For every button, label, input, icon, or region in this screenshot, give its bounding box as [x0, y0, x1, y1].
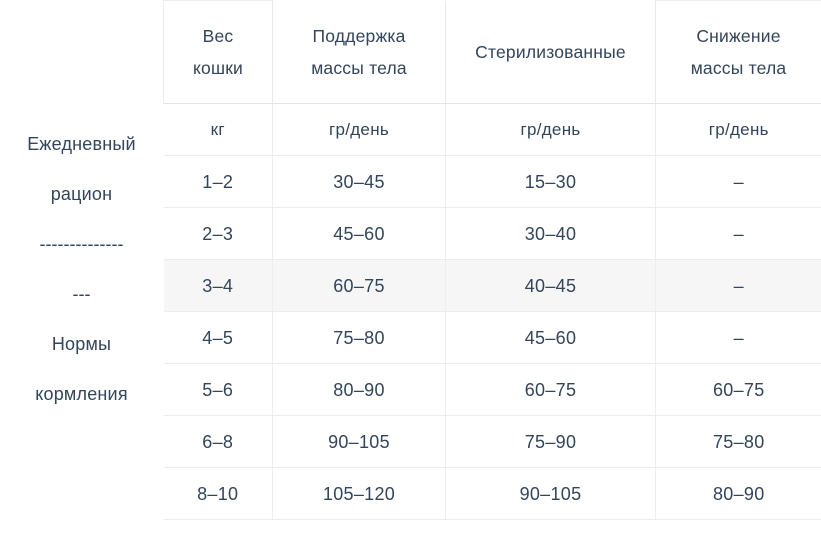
cell-weightloss: – [655, 155, 821, 208]
cell-weight: 6–8 [163, 415, 273, 468]
column-header-weight-line1: Вес [202, 26, 234, 46]
cell-weightloss: 80–90 [655, 467, 821, 520]
cell-maintenance: 75–80 [272, 311, 446, 364]
units-cell-sterilized: гр/день [445, 103, 656, 156]
column-header-weightloss: Снижение массы тела [655, 0, 821, 104]
caption-line-3: Нормы [51, 333, 112, 354]
caption-rule-long: -------------- [39, 233, 124, 254]
caption-column: Ежедневный рацион -------------- --- Нор… [0, 0, 163, 537]
table-row: 2–3 45–60 30–40 – [163, 207, 821, 260]
units-cell-maintenance: гр/день [272, 103, 446, 156]
column-header-sterilized-line1: Стерилизованные [475, 41, 626, 62]
column-header-weightloss-line2: массы тела [690, 58, 787, 78]
cell-maintenance: 45–60 [272, 207, 446, 260]
column-header-maintenance-line2: массы тела [311, 57, 407, 78]
cell-sterilized: 15–30 [445, 155, 656, 208]
table-row: 1–2 30–45 15–30 – [163, 155, 821, 208]
cell-weight: 8–10 [163, 467, 273, 520]
cell-sterilized: 75–90 [445, 415, 656, 468]
table-body: кг гр/день гр/день гр/день 1–2 30–45 15–… [163, 103, 821, 520]
cell-weightloss: – [655, 207, 821, 260]
cell-maintenance: 80–90 [272, 363, 446, 416]
caption-line-2: рацион [50, 183, 113, 204]
cell-weightloss: – [655, 311, 821, 364]
table-header: Вес кошки Поддержка массы тела Стерилизо… [163, 0, 821, 104]
column-header-weight: Вес кошки [163, 0, 273, 104]
units-cell-weightloss: гр/день [655, 103, 821, 156]
caption-line-4: кормления [35, 383, 128, 404]
caption-line-1: Ежедневный [27, 133, 136, 154]
column-header-sterilized: Стерилизованные [445, 0, 656, 104]
cell-weight: 4–5 [163, 311, 273, 364]
table-column: Вес кошки Поддержка массы тела Стерилизо… [163, 0, 821, 537]
cell-sterilized: 45–60 [445, 311, 656, 364]
feeding-norms-table: Вес кошки Поддержка массы тела Стерилизо… [163, 0, 821, 520]
table-row: 6–8 90–105 75–90 75–80 [163, 415, 821, 468]
cell-weight: 1–2 [163, 155, 273, 208]
units-cell-weight: кг [163, 103, 273, 156]
cell-sterilized: 90–105 [445, 467, 656, 520]
cell-sterilized: 30–40 [445, 207, 656, 260]
table-row: 5–6 80–90 60–75 60–75 [163, 363, 821, 416]
cell-weightloss: 75–80 [655, 415, 821, 468]
cell-weight: 3–4 [163, 259, 273, 312]
cell-weightloss: – [655, 259, 821, 312]
table-row: 8–10 105–120 90–105 80–90 [163, 467, 821, 520]
cell-sterilized: 40–45 [445, 259, 656, 312]
table-row: 4–5 75–80 45–60 – [163, 311, 821, 364]
header-row: Вес кошки Поддержка массы тела Стерилизо… [163, 0, 821, 104]
column-header-maintenance-line1: Поддержка [312, 25, 406, 46]
column-header-maintenance: Поддержка массы тела [272, 0, 446, 104]
units-row: кг гр/день гр/день гр/день [163, 103, 821, 156]
cell-maintenance: 60–75 [272, 259, 446, 312]
cell-weight: 5–6 [163, 363, 273, 416]
cell-maintenance: 105–120 [272, 467, 446, 520]
column-header-weight-line2: кошки [192, 58, 244, 78]
caption-rule-short: --- [72, 283, 91, 304]
cell-maintenance: 30–45 [272, 155, 446, 208]
cell-weight: 2–3 [163, 207, 273, 260]
cell-weightloss: 60–75 [655, 363, 821, 416]
table-row-highlighted: 3–4 60–75 40–45 – [163, 259, 821, 312]
column-header-weightloss-line1: Снижение [696, 26, 781, 46]
cell-maintenance: 90–105 [272, 415, 446, 468]
cell-sterilized: 60–75 [445, 363, 656, 416]
